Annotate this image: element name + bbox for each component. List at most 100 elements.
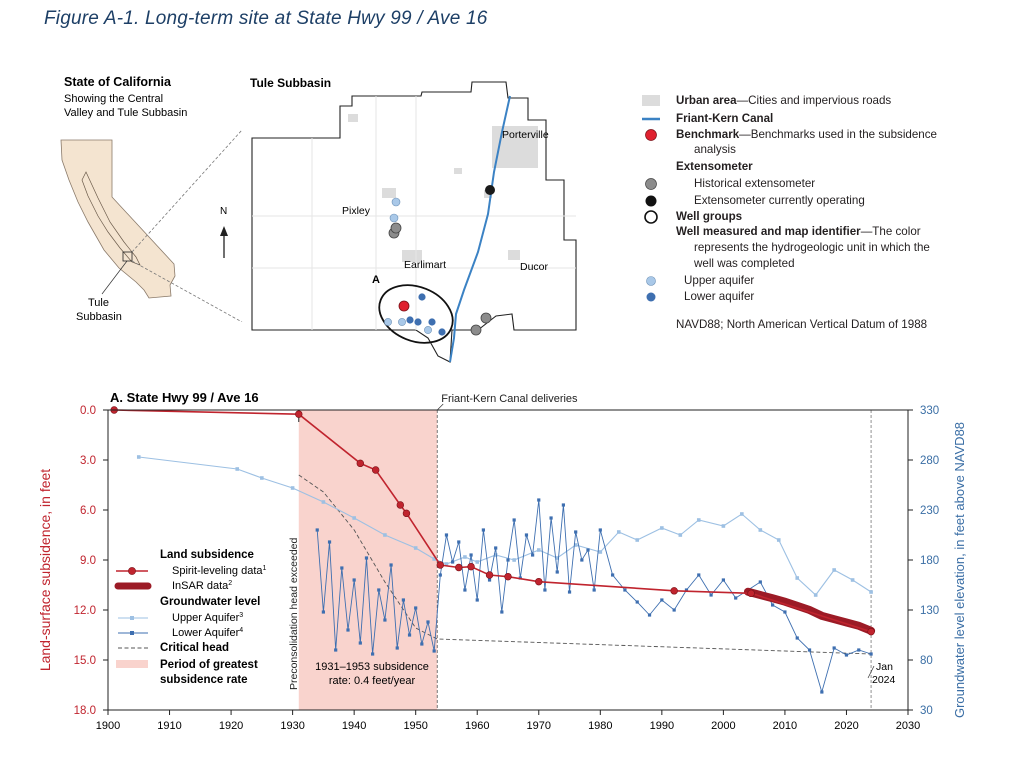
spirit-leveling-point	[455, 563, 463, 572]
legend-benchmark-desc: —Benchmarks used in the subsidence	[739, 128, 938, 141]
well-upper-marker-2	[389, 213, 399, 223]
lower-aquifer-point	[623, 588, 627, 592]
upper-aquifer-point	[869, 590, 873, 594]
subsidence-chart: 1900 1910 1920 1930 1940 1950 1960 1970 1980 1990…	[37, 390, 967, 732]
legend-canal-label: Friant-Kern Canal	[676, 112, 774, 125]
spirit-leveling-points	[110, 406, 875, 636]
lower-aquifer-point	[457, 540, 461, 544]
x-tick-label: 1910	[157, 720, 181, 732]
upper-aquifer-point	[758, 528, 763, 532]
lower-aquifer-point	[807, 648, 812, 652]
well-lower-marker-3	[414, 318, 422, 326]
lower-aquifer-point	[315, 528, 319, 532]
legend-well-measured-desc2: represents the hydrogeologic unit in whi…	[694, 241, 930, 254]
legend-benchmark: Benchmark—Benchmarks used in the subside…	[676, 128, 937, 142]
lower-aquifer-point	[832, 646, 836, 650]
lower-aquifer-point	[721, 578, 725, 582]
lower-aquifer-point	[795, 636, 799, 640]
upper-aquifer-point	[512, 558, 516, 562]
legend-crit-label: Critical head	[160, 642, 229, 654]
inset-subtitle-2: Valley and Tule Subbasin	[64, 107, 187, 119]
lower-aquifer-point	[592, 588, 596, 592]
legend-lower-text: Lower Aquifer	[172, 627, 240, 639]
roads	[252, 96, 576, 330]
well-group-a	[378, 284, 454, 344]
upper-aquifer-point	[352, 516, 356, 520]
lower-aquifer-point	[672, 608, 676, 612]
spirit-leveling-point	[535, 577, 543, 586]
upper-aquifer-point	[696, 518, 701, 522]
lower-aquifer-point	[463, 588, 467, 592]
upper-aquifer-points	[136, 455, 873, 597]
legend-spirit-swatch-dot	[128, 567, 136, 575]
urban-small-2	[348, 114, 358, 122]
spirit-leveling-point	[485, 571, 494, 579]
urban-small-3	[454, 168, 462, 174]
lower-aquifer-point	[524, 533, 529, 537]
y-right-tick-label: 130	[920, 605, 939, 617]
lower-aquifer-point	[395, 646, 399, 650]
spirit-leveling-point	[747, 589, 755, 598]
spirit-leveling-point	[467, 562, 475, 571]
california-outline	[60, 139, 176, 299]
lower-aquifer-point	[635, 600, 639, 604]
well-lower-marker-4	[428, 318, 436, 326]
benchmark-marker	[398, 300, 410, 312]
lower-aquifer-point	[487, 578, 492, 582]
map-title: Tule Subbasin	[250, 76, 331, 90]
well-lower-marker-2	[406, 316, 414, 324]
legend-period-label-2: subsidence rate	[160, 674, 248, 686]
y-left-tick-label: 18.0	[74, 705, 96, 717]
lower-aquifer-point	[531, 553, 535, 557]
upper-aquifer-point	[598, 550, 603, 554]
right-axis-label: Groundwater level elevation, in feet abo…	[952, 422, 967, 718]
lower-aquifer-point	[611, 573, 615, 577]
lower-aquifer-point	[758, 580, 762, 584]
extensometer-historical-marker-4	[470, 324, 482, 336]
lower-aquifer-point	[444, 533, 449, 537]
lower-aquifer-point	[401, 598, 405, 602]
x-tick-label: 1930	[280, 720, 304, 732]
legend-historical-swatch	[645, 178, 657, 190]
rate-annotation-1: 1931–1953 subsidence	[315, 661, 429, 673]
legend-upper-text: Upper Aquifer	[172, 612, 240, 624]
inset-subtitle-1: Showing the Central	[64, 93, 163, 105]
legend-spirit-text: Spirit-leveling data	[172, 565, 263, 577]
lower-aquifer-point	[660, 598, 664, 602]
upper-aquifer-point	[321, 500, 326, 504]
legend-insar-label: InSAR data2	[172, 580, 232, 592]
legend-wellgroup-swatch	[644, 210, 658, 224]
legend-lower: Lower aquifer	[684, 290, 755, 303]
inset-title: State of California	[64, 75, 172, 89]
legend-historical: Historical extensometer	[694, 177, 816, 190]
right-y-axis: 330 280 230 180 130 80 30	[908, 405, 939, 717]
lower-aquifer-point	[857, 648, 861, 652]
legend-operating: Extensometer currently operating	[694, 194, 865, 207]
extensometer-operating-marker	[485, 185, 495, 195]
lower-aquifer-point	[734, 596, 738, 600]
jan-annotation: Jan	[876, 661, 893, 673]
x-tick-label: 1990	[650, 720, 674, 732]
lower-aquifer-point	[389, 563, 393, 567]
left-axis-label: Land-surface subsidence, in feet	[37, 469, 53, 671]
upper-aquifer-point	[795, 576, 800, 580]
legend-lower-swatch-dot	[130, 631, 134, 635]
x-tick-label: 2030	[896, 720, 920, 732]
jan-year-annotation: 2024	[872, 674, 896, 686]
well-group-label: A	[372, 274, 380, 286]
well-lower-marker-1	[418, 293, 426, 301]
x-tick-label: 1900	[96, 720, 120, 732]
north-label: N	[220, 206, 227, 217]
x-tick-label: 1950	[403, 720, 427, 732]
insar-line	[744, 587, 876, 635]
legend-extensometer-label: Extensometer	[676, 160, 753, 173]
upper-aquifer-point	[536, 548, 541, 552]
upper-aquifer-point	[432, 557, 436, 561]
urban-ducor	[508, 250, 520, 260]
label-pixley: Pixley	[342, 205, 371, 217]
x-tick-label: 1980	[588, 720, 612, 732]
lower-aquifer-point	[561, 503, 565, 507]
legend-extensometer: Extensometer	[676, 160, 753, 174]
well-upper-marker-4	[384, 318, 392, 326]
tule-leader-line	[101, 260, 128, 295]
